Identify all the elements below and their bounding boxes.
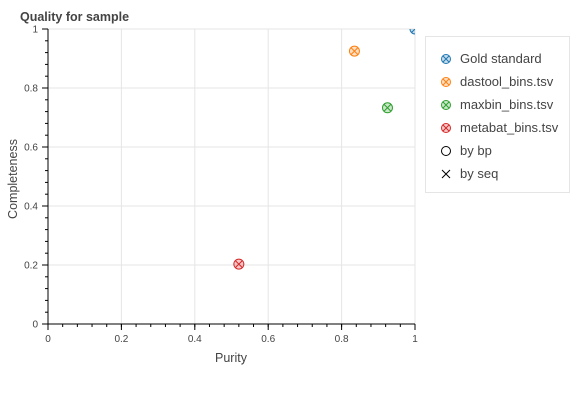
legend-swatch-x: [442, 78, 450, 86]
y-tick-label: 1: [32, 25, 38, 36]
y-tick-label: 0.8: [24, 84, 38, 95]
x-tick-label: 0.2: [114, 334, 128, 345]
grid-layer: [47, 28, 416, 325]
legend-item-0: Gold standard: [426, 49, 571, 69]
x-tick-label: 0.4: [188, 334, 202, 345]
point-seq-metabat-bins-tsv: [234, 260, 243, 268]
x-tick-label: 0.8: [335, 334, 349, 345]
legend-item-0-swatch: [441, 54, 451, 64]
legend-item-2: maxbin_bins.tsv: [426, 95, 571, 115]
y-tick-label: 0.6: [24, 143, 38, 154]
legend-marker-item-0: by bp: [426, 141, 571, 161]
y-tick-label: 0: [32, 320, 38, 331]
chart-title: Quality for sample: [20, 10, 129, 24]
legend-item-3-label: metabat_bins.tsv: [460, 120, 559, 135]
legend-marker-item-1-label: by seq: [460, 166, 499, 181]
point-seq-maxbin-bins-tsv: [383, 103, 392, 112]
legend-item-3-swatch: [441, 123, 451, 133]
x-tick-label: 0: [45, 334, 51, 345]
legend-swatch-x: [442, 101, 450, 109]
x-tick-label: 1: [412, 334, 418, 345]
legend: Gold standard dastool_bins.tsv maxbin_bins…: [425, 36, 570, 193]
point-seq-dastool-bins-tsv: [350, 47, 359, 55]
legend-marker-item-0-label: by bp: [460, 143, 492, 158]
legend-marker-item-1-swatch: [441, 169, 451, 179]
y-tick-label: 0.2: [24, 261, 38, 272]
point-seq-gold-standard: [411, 29, 415, 33]
y-axis-label: Completeness: [6, 139, 20, 219]
legend-marker-circle: [441, 146, 451, 156]
y-tick-label: 0.4: [24, 202, 38, 213]
x-tick-label: 0.6: [261, 334, 275, 345]
legend-item-2-swatch: [441, 100, 451, 110]
legend-item-1-swatch: [441, 77, 451, 87]
legend-item-3: metabat_bins.tsv: [426, 118, 571, 138]
legend-marker-item-0-swatch: [441, 146, 451, 156]
point-layer: [233, 29, 415, 270]
x-axis-label: Purity: [215, 351, 248, 365]
legend-item-0-label: Gold standard: [460, 51, 542, 66]
legend-swatch-x: [442, 124, 450, 132]
legend-swatch-x: [442, 55, 450, 63]
axis-layer: 0 0.2 0.4 0.6 0.8 1 0 0.2 0.4 0.6 0.8 1: [24, 25, 418, 346]
legend-marker-x: [441, 169, 451, 179]
legend-item-1: dastool_bins.tsv: [426, 72, 571, 92]
legend-item-1-label: dastool_bins.tsv: [460, 74, 554, 89]
legend-item-2-label: maxbin_bins.tsv: [460, 97, 554, 112]
legend-marker-item-1: by seq: [426, 164, 571, 184]
